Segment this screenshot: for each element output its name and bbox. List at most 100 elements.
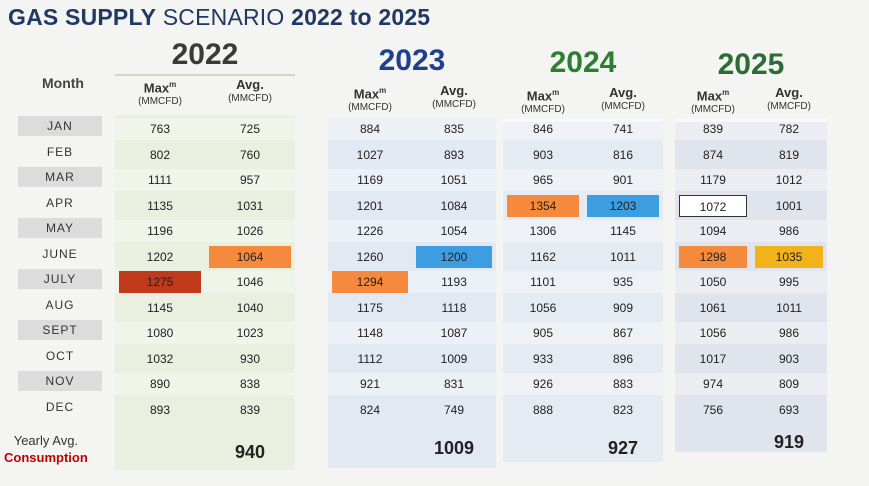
avg-value-cell: 909 xyxy=(612,300,634,315)
header-main: Maxm xyxy=(143,80,177,96)
row-stripe xyxy=(115,169,295,191)
row-stripe xyxy=(503,220,663,242)
month-label: MAY xyxy=(18,218,102,238)
header-unit: (MMCFD) xyxy=(432,99,476,110)
avg-value-cell: 819 xyxy=(778,147,800,162)
max-column-header: Maxm (MMCFD) xyxy=(503,86,583,117)
row-stripe xyxy=(675,220,827,242)
header-main: Avg. xyxy=(609,85,637,100)
max-value-cell: 893 xyxy=(149,402,171,417)
header-main: Maxm xyxy=(353,86,387,102)
max-value-cell: 1017 xyxy=(699,351,727,366)
max-value-cell: 905 xyxy=(532,326,554,340)
row-stripe xyxy=(328,373,496,395)
max-value-cell: 884 xyxy=(359,122,381,136)
max-value-cell: 763 xyxy=(149,122,171,136)
avg-value-cell: 901 xyxy=(612,173,634,187)
yearly-average-value: 940 xyxy=(234,442,266,462)
year-heading: 2022 xyxy=(171,38,239,71)
yearly-average-value: 1009 xyxy=(433,438,475,458)
month-column-header: Month xyxy=(42,75,84,91)
year-band xyxy=(675,122,827,452)
avg-value-cell: 838 xyxy=(239,377,261,391)
month-label: JULY xyxy=(18,269,102,289)
avg-value-cell: 1087 xyxy=(440,326,468,340)
avg-value-cell: 693 xyxy=(778,402,800,417)
max-value-cell: 1080 xyxy=(146,326,174,340)
row-stripe xyxy=(675,271,827,293)
yearly-average-value: 919 xyxy=(773,432,805,452)
avg-value-cell: 782 xyxy=(778,122,800,136)
avg-value-cell: 986 xyxy=(778,326,800,340)
avg-value-cell: 1046 xyxy=(236,275,264,289)
avg-value-cell: 935 xyxy=(612,275,634,289)
max-value-cell: 1050 xyxy=(699,275,727,289)
max-value-cell: 974 xyxy=(702,377,724,391)
max-value-cell: 756 xyxy=(702,402,724,417)
header-main: Avg. xyxy=(775,85,803,100)
max-value-cell: 1101 xyxy=(530,275,556,289)
avg-value-cell: 831 xyxy=(443,377,465,391)
row-stripe xyxy=(328,118,496,140)
max-value-cell: 1196 xyxy=(147,224,173,238)
row-stripe xyxy=(115,220,295,242)
max-value-cell: 1354 xyxy=(507,194,579,217)
max-value-cell: 1298 xyxy=(679,245,747,268)
title-part-1: GAS SUPPLY xyxy=(8,4,157,30)
max-value-cell: 1294 xyxy=(332,271,408,293)
header-unit: (MMCFD) xyxy=(228,93,272,104)
max-value-cell: 1145 xyxy=(147,300,173,315)
row-stripe xyxy=(328,169,496,191)
header-sup: m xyxy=(552,88,560,97)
avg-value-cell: 1054 xyxy=(440,224,468,238)
title-part-2: SCENARIO xyxy=(162,4,285,30)
page-title: GAS SUPPLY SCENARIO 2022 to 2025 xyxy=(8,4,430,31)
month-label: OCT xyxy=(45,348,75,363)
header-sup: m xyxy=(379,86,387,95)
max-value-cell: 1169 xyxy=(357,173,383,187)
avg-value-cell: 1009 xyxy=(440,351,468,366)
avg-value-cell: 1011 xyxy=(610,249,636,264)
max-value-cell: 1056 xyxy=(699,326,727,340)
header-unit: (MMCFD) xyxy=(348,102,392,114)
max-value-cell: 1112 xyxy=(357,351,383,366)
max-value-cell: 921 xyxy=(359,377,381,391)
avg-value-cell: 1064 xyxy=(209,245,291,268)
max-value-cell: 1027 xyxy=(356,147,384,162)
max-value-cell: 1056 xyxy=(529,300,557,315)
avg-value-cell: 896 xyxy=(612,351,634,366)
month-label: AUG xyxy=(45,297,75,312)
avg-value-cell: 725 xyxy=(239,122,261,136)
avg-value-cell: 1193 xyxy=(441,275,467,289)
max-value-cell: 1148 xyxy=(357,326,383,340)
max-value-cell: 839 xyxy=(702,122,724,136)
row-stripe xyxy=(115,373,295,395)
yearly-average-label: Yearly Avg. Consumption xyxy=(4,432,88,466)
title-part-3: 2022 to 2025 xyxy=(291,4,431,30)
month-label: APR xyxy=(46,195,74,210)
header-unit: (MMCFD) xyxy=(521,104,565,116)
avg-value-cell: 867 xyxy=(612,326,634,340)
avg-value-cell: 903 xyxy=(778,351,800,366)
row-stripe xyxy=(503,373,663,395)
avg-value-cell: 1203 xyxy=(587,194,659,217)
max-value-cell: 1306 xyxy=(529,224,557,238)
header-main: Avg. xyxy=(236,77,264,92)
avg-value-cell: 893 xyxy=(443,147,465,162)
avg-value-cell: 1011 xyxy=(776,300,802,315)
max-value-cell: 1032 xyxy=(146,351,174,366)
avg-column-header: Avg. (MMCFD) xyxy=(205,78,295,106)
avg-column-header: Avg. (MMCFD) xyxy=(412,84,496,112)
avg-value-cell: 1040 xyxy=(236,300,264,315)
month-label: JAN xyxy=(18,116,102,136)
avg-value-cell: 930 xyxy=(239,351,261,366)
row-stripe xyxy=(328,220,496,242)
max-column-header: Maxm (MMCFD) xyxy=(675,86,751,117)
max-column-header: Maxm (MMCFD) xyxy=(328,84,412,115)
row-stripe xyxy=(675,169,827,191)
max-value-cell: 1094 xyxy=(699,224,727,238)
avg-value-cell: 1084 xyxy=(440,198,468,213)
max-value-cell: 1202 xyxy=(146,249,174,264)
row-stripe xyxy=(503,271,663,293)
